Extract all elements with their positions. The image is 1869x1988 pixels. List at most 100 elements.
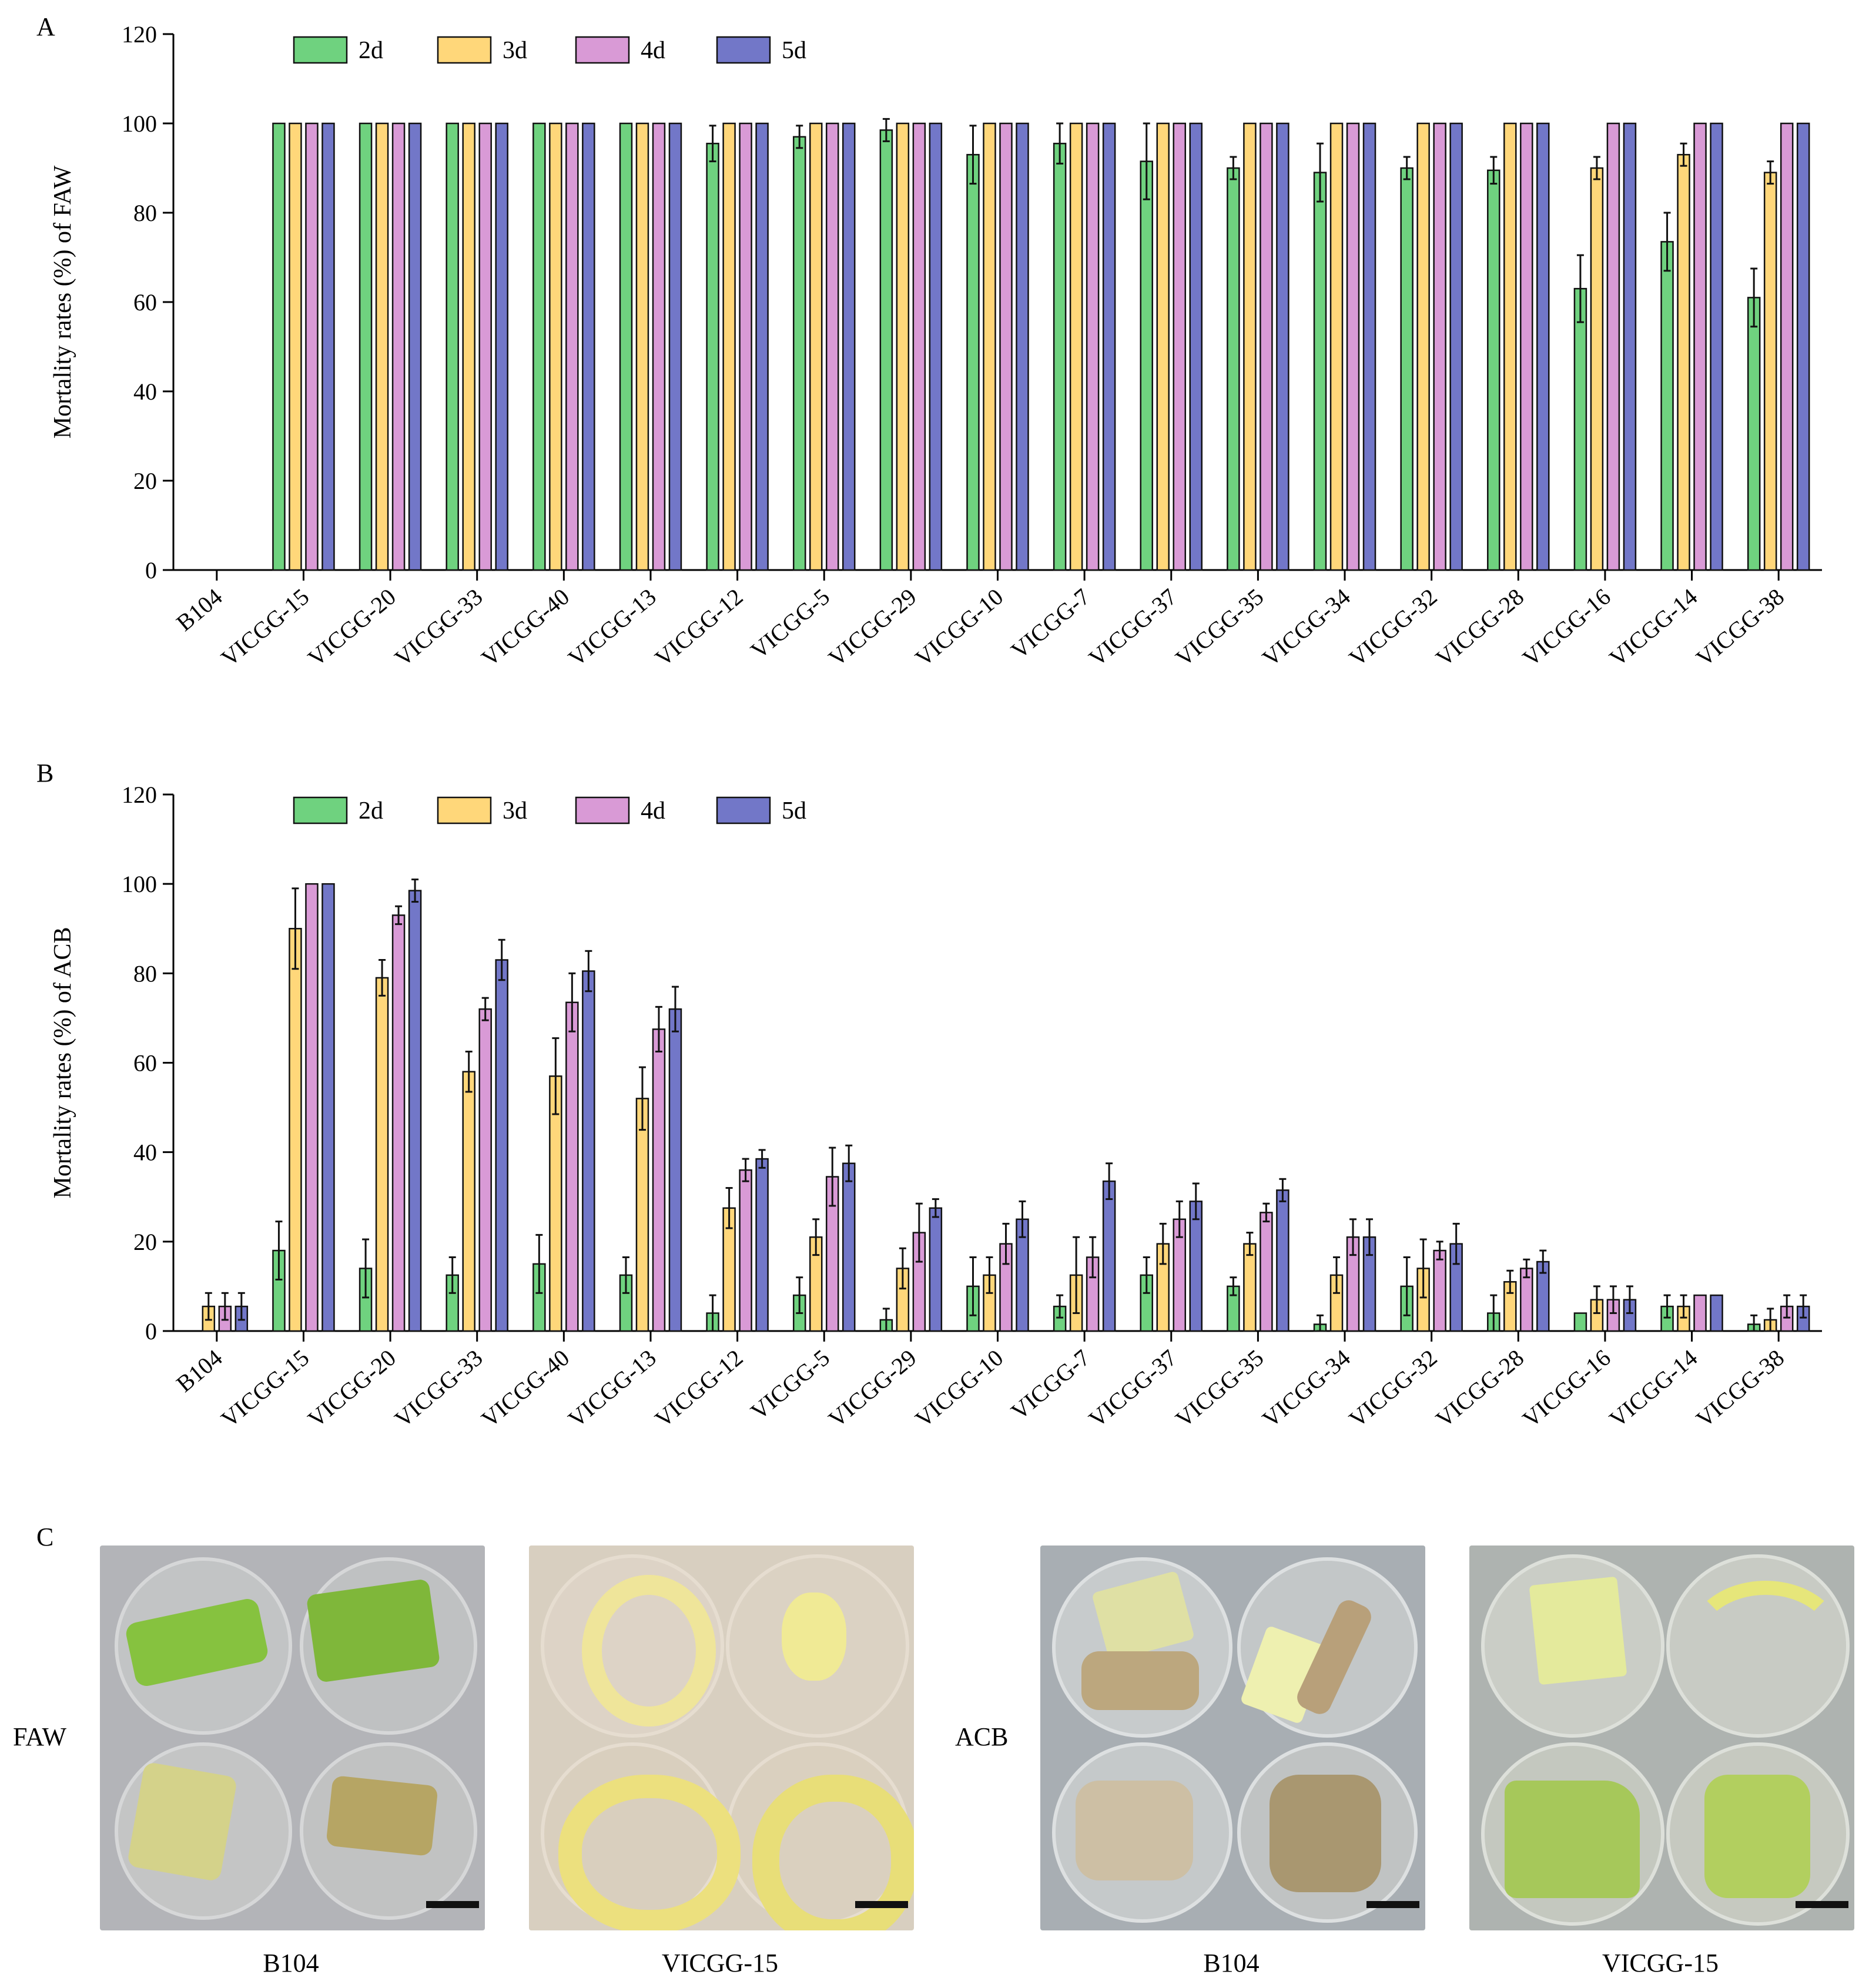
legend-label: 2d (359, 37, 383, 64)
chart-faw: 0 20 40 60 80 100 120 Mortality rates (%) of FA… (49, 21, 1822, 672)
x-tick-label: VICGG-5 (746, 1344, 835, 1424)
photo-faw-b104 (100, 1546, 485, 1930)
bar (1590, 167, 1604, 571)
bar (305, 883, 319, 1332)
bar (1313, 172, 1327, 571)
bar (289, 928, 302, 1332)
x-tick-label: VICGG-28 (1431, 583, 1529, 671)
legend-swatch (716, 36, 771, 64)
y-tick-label: 120 (122, 21, 157, 48)
y-tick-label: 60 (133, 1050, 157, 1077)
legend-swatch (716, 796, 771, 824)
bar (619, 122, 633, 571)
x-tick-label: VICGG-16 (1518, 583, 1616, 671)
bar (1449, 122, 1463, 571)
bar (408, 122, 422, 571)
photo-caption-faw-vicgg15: VICGG-15 (662, 1949, 778, 1977)
panel-letter-c: C (36, 1523, 54, 1551)
bar (1710, 1294, 1723, 1332)
bar (1747, 297, 1761, 571)
bar (896, 122, 910, 571)
bar (1140, 160, 1154, 571)
legend-label: 2d (359, 797, 383, 824)
x-tick-label: VICGG-35 (1170, 583, 1268, 671)
bar (582, 970, 595, 1332)
bar (1243, 1243, 1257, 1332)
bar (1573, 287, 1587, 571)
bar (1573, 1312, 1587, 1332)
bar (495, 959, 508, 1332)
legend-swatch (437, 36, 492, 64)
x-tick-label: VICGG-28 (1431, 1344, 1529, 1432)
bar (929, 1207, 943, 1332)
bar (478, 1008, 492, 1332)
bar (1606, 122, 1620, 571)
bar (1227, 167, 1240, 571)
bar (792, 136, 806, 571)
bar (1016, 122, 1029, 571)
x-tick-label: VICGG-33 (390, 1344, 488, 1432)
bar (1660, 241, 1674, 571)
bar (668, 1008, 682, 1332)
bar-charts: 0 20 40 60 80 100 120 Mortality rates (%) of FA… (49, 21, 1822, 1433)
x-tick-label: VICGG-40 (476, 583, 574, 671)
bar (1623, 122, 1637, 571)
bar (391, 914, 406, 1332)
bar (1433, 1249, 1446, 1332)
bar (1693, 122, 1707, 571)
x-tick-label: VICGG-7 (1006, 1344, 1094, 1424)
bar (912, 122, 926, 571)
bar (1710, 122, 1723, 571)
scale-bar (1366, 1901, 1419, 1908)
x-tick-label: VICGG-38 (1691, 583, 1789, 671)
bar (1102, 122, 1116, 571)
bar (755, 1158, 769, 1332)
bar (289, 122, 302, 571)
legend-swatch (575, 796, 630, 824)
legend-label: 5d (782, 37, 806, 64)
photo-acb-b104 (1040, 1546, 1425, 1930)
bar (1400, 167, 1414, 571)
bar (446, 122, 459, 571)
scale-bar (855, 1901, 908, 1908)
legend-swatch (293, 796, 348, 824)
bar (739, 122, 752, 571)
bar (1536, 122, 1550, 571)
bar (1677, 153, 1690, 571)
bar (462, 122, 475, 571)
bar (635, 122, 649, 571)
x-tick-label: VICGG-10 (910, 583, 1008, 671)
x-tick-label: VICGG-29 (823, 1344, 922, 1432)
bar (842, 122, 856, 571)
y-tick-label: 0 (145, 557, 157, 584)
legend-label: 4d (641, 37, 665, 64)
bar (495, 122, 508, 571)
bar (635, 1098, 649, 1332)
x-tick-label: VICGG-10 (910, 1344, 1008, 1432)
bar (1433, 122, 1446, 571)
x-tick-label: VICGG-13 (563, 583, 661, 671)
bar (1189, 1201, 1203, 1332)
bar (532, 122, 546, 571)
x-tick-label: VICGG-14 (1605, 583, 1703, 671)
bar (1503, 122, 1517, 571)
bar (706, 142, 719, 571)
bar (375, 977, 389, 1332)
bar (462, 1071, 475, 1332)
bar (1156, 122, 1170, 571)
bar (1329, 122, 1344, 571)
bar (1346, 122, 1360, 571)
x-tick-label: B104 (171, 583, 227, 636)
bar (565, 122, 579, 571)
x-tick-label: VICGG-34 (1257, 1344, 1355, 1432)
bar (809, 122, 823, 571)
bar (1796, 122, 1810, 571)
photo-caption-acb-vicgg15: VICGG-15 (1602, 1949, 1719, 1977)
legend-swatch (437, 796, 492, 824)
y-tick-label: 60 (133, 289, 157, 316)
y-tick-label: 0 (145, 1318, 157, 1345)
x-tick-label: VICGG-15 (216, 1344, 314, 1432)
y-axis-label: Mortality rates (%) of FAW (49, 165, 76, 438)
bar (1487, 169, 1500, 571)
bar (1053, 142, 1067, 571)
